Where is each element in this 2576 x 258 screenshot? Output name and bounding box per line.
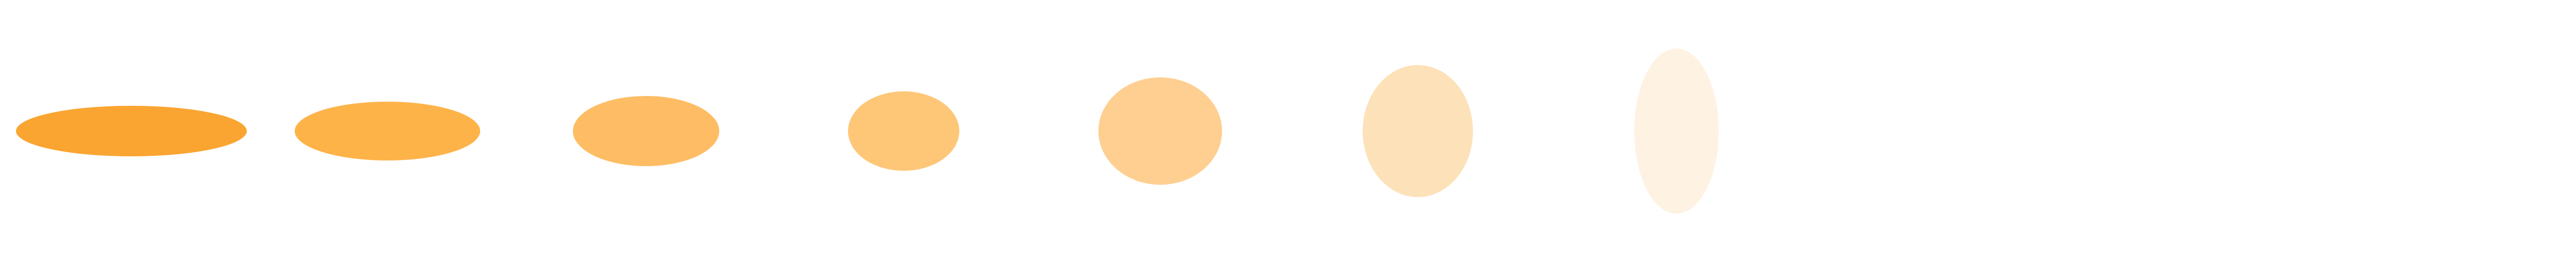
ellipse-7 xyxy=(1634,49,1719,214)
ellipse-group xyxy=(16,49,1719,214)
ellipse-1 xyxy=(16,106,247,156)
ellipse-2 xyxy=(295,102,480,160)
ellipse-3 xyxy=(573,96,719,166)
ellipse-4 xyxy=(848,91,959,171)
ellipse-6 xyxy=(1363,65,1473,197)
ellipse-5 xyxy=(1098,77,1222,185)
